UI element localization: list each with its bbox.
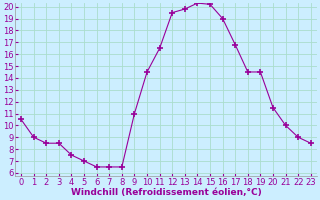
X-axis label: Windchill (Refroidissement éolien,°C): Windchill (Refroidissement éolien,°C) [70, 188, 261, 197]
